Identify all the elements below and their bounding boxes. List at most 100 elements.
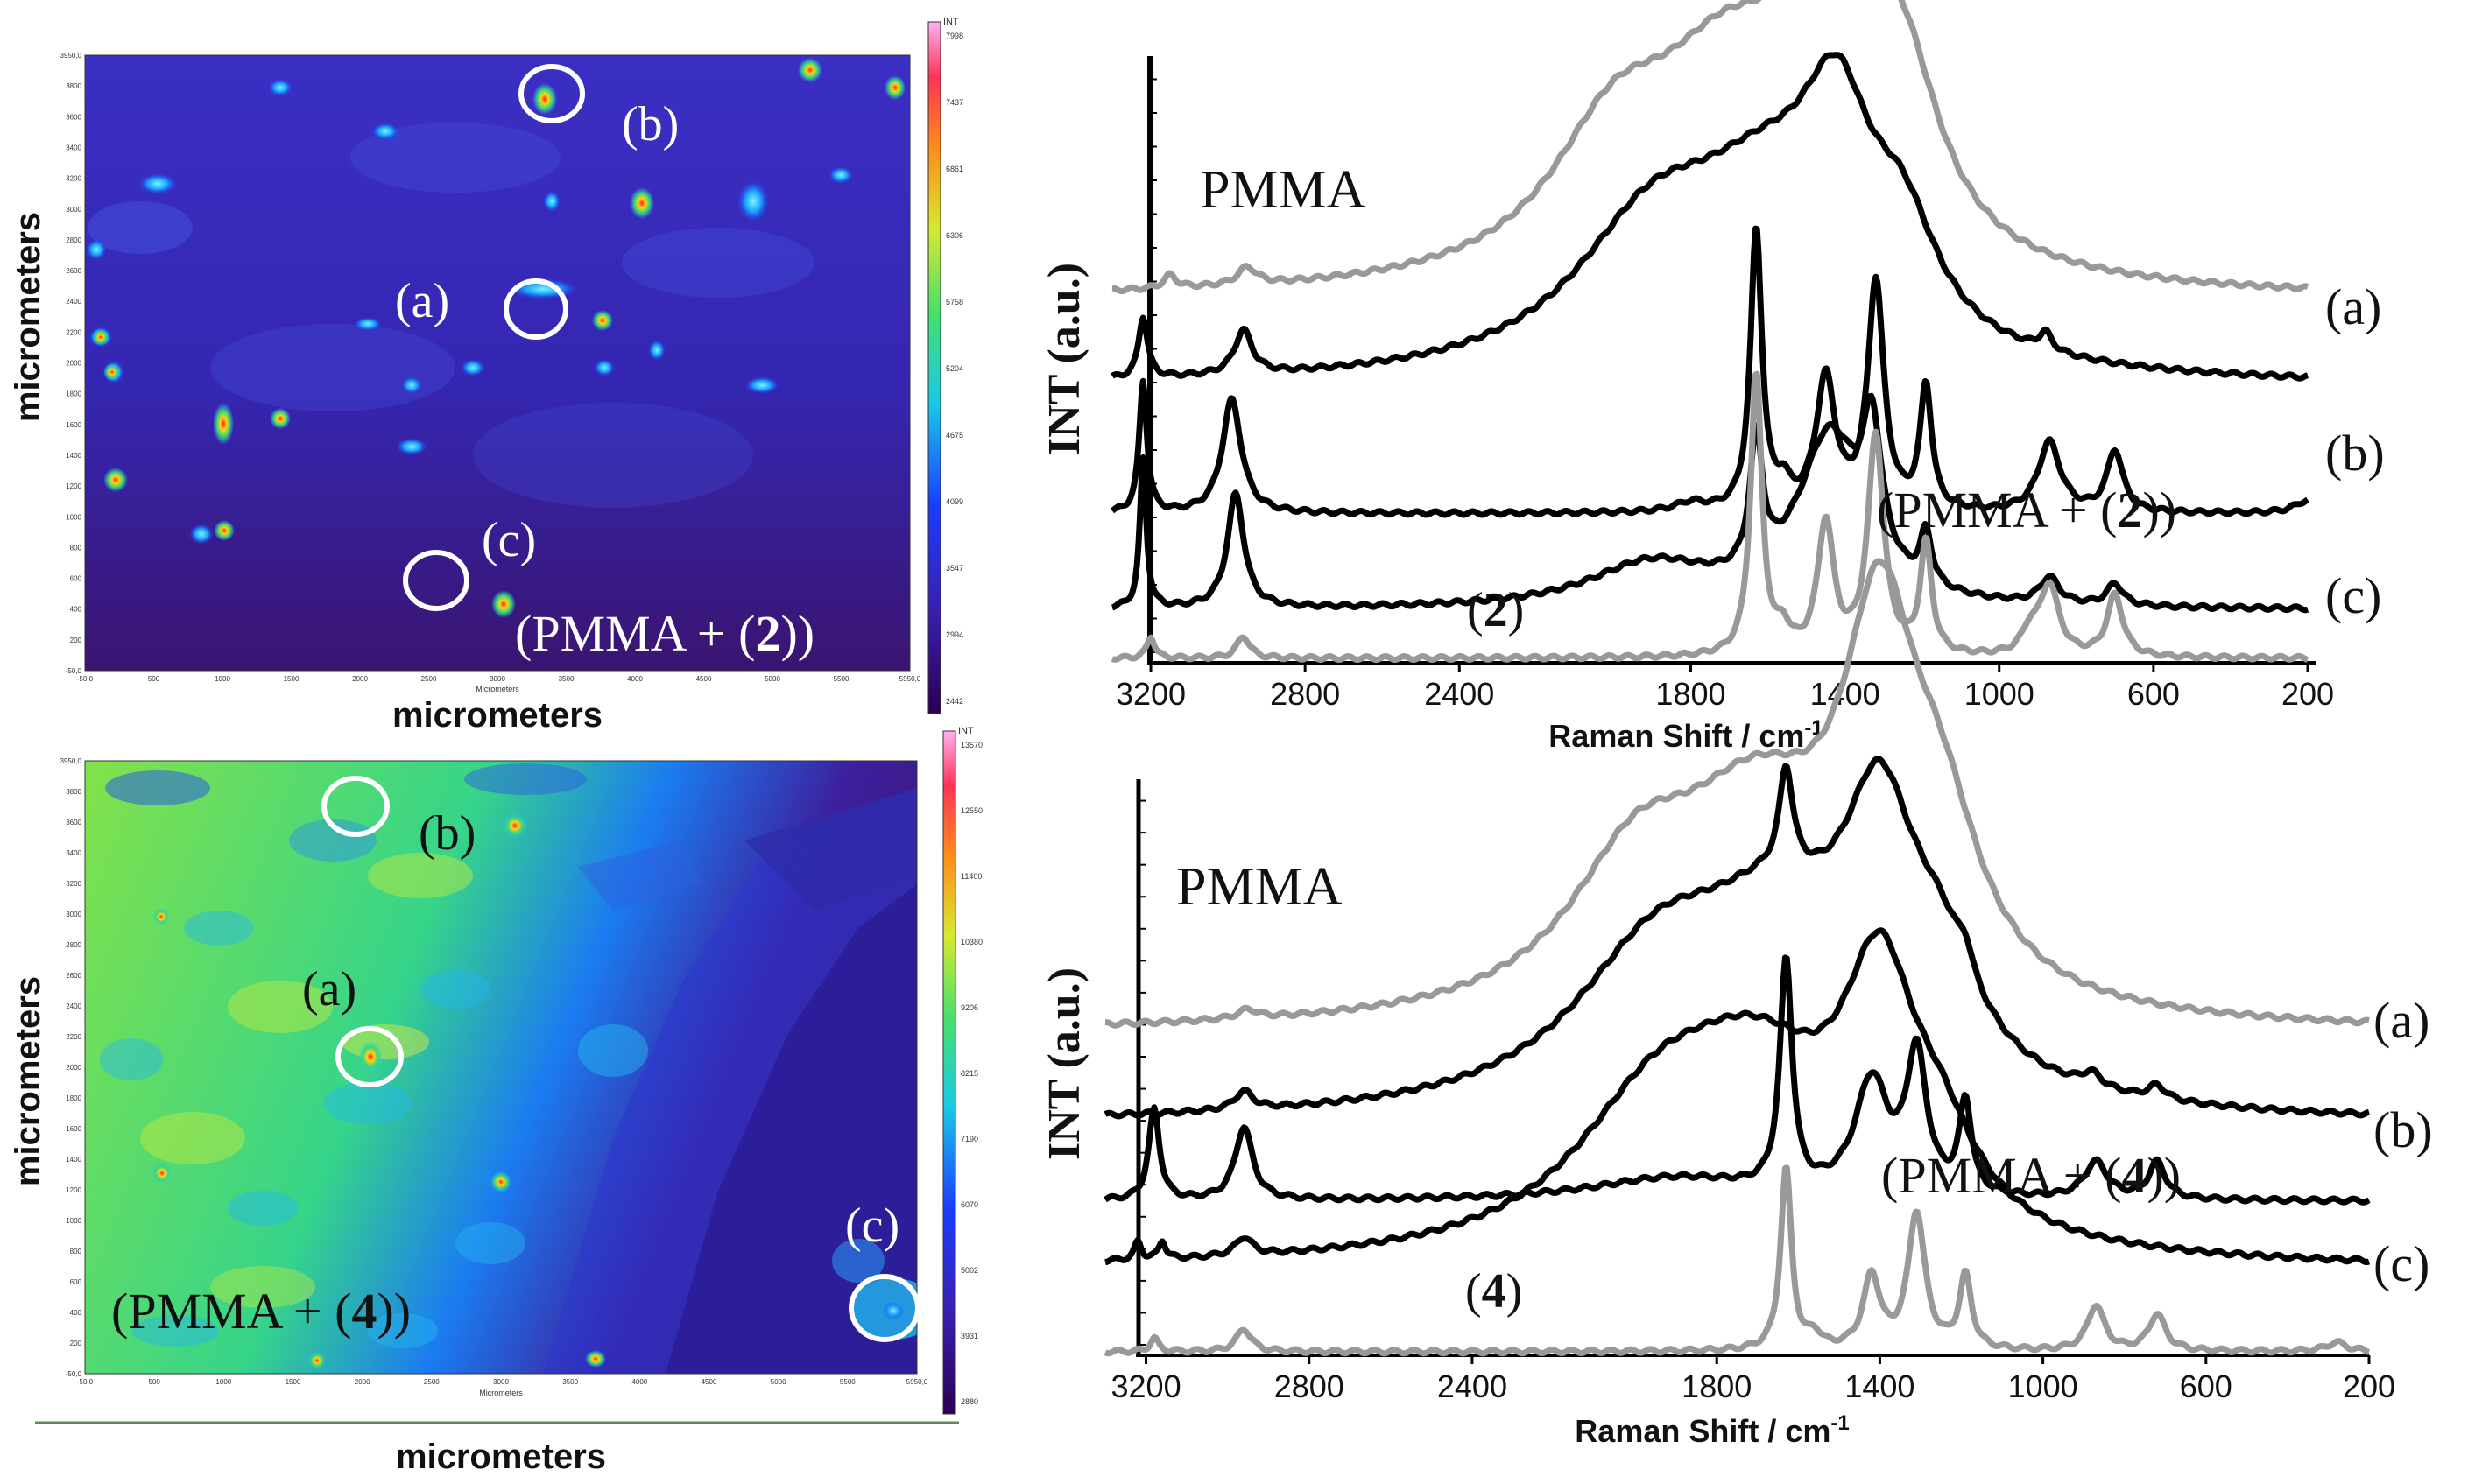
map-y-tick-label: 800 [70, 1248, 82, 1255]
map-top-ylabel: micrometers [9, 212, 47, 422]
spectra-top-series [1110, 0, 2309, 664]
colorbar-tick-label: 12550 [961, 806, 983, 815]
spectra-bottom: 3200 2800 2400 1800 1400 1000 600 200 Raman Shi… [1040, 558, 2433, 1449]
colorbar-tick-label: 7190 [961, 1135, 978, 1143]
map-top-speckle [86, 58, 906, 618]
map-top-background [85, 55, 910, 671]
map-y-tick-label: 2200 [66, 1033, 81, 1041]
map-bottom-circle-c [849, 1274, 920, 1342]
spectra-bottom-ylabel: INT (a.u.) [1040, 967, 1089, 1160]
map-y-tick-label: 3400 [66, 144, 81, 151]
colorbar-tick-label: 10380 [961, 938, 983, 946]
x-tick-label: 1400 [1844, 1368, 1914, 1404]
map-y-tick-label: 3000 [66, 911, 81, 918]
map-bottom-label-a: (a) [302, 962, 356, 1016]
spectra-bottom-label-pmma: PMMA [1176, 857, 1343, 917]
map-bottom-colorbar [942, 730, 956, 1415]
map-x-tick-label: 4000 [627, 675, 643, 683]
map-x-tick-label: 5500 [834, 675, 850, 683]
map-top-label-c: (c) [482, 513, 536, 567]
colorbar-tick-label: 5204 [946, 364, 963, 373]
map-y-tick-label: 3400 [66, 849, 81, 857]
spectra-top-sample-label: (PMMA + (2)) [1877, 482, 2176, 538]
colorbar-tick-label: 3547 [946, 564, 963, 573]
spectrum-line-4 [1111, 370, 2309, 664]
map-y-tick-label: 3950,0 [60, 757, 82, 765]
x-tick-label: 3200 [1116, 676, 1186, 712]
spectra-top-xlabel: Raman Shift / cm-1 [1548, 716, 1823, 754]
spectrum-line-3 [1111, 392, 2309, 614]
map-x-tick-label: 3000 [490, 675, 505, 683]
map-top-colorbar-title: INT [943, 17, 959, 27]
spectrum-line-2 [1110, 225, 2309, 518]
spectrum-line-3 [1104, 927, 2371, 1266]
colorbar-tick-label: 13570 [961, 741, 983, 749]
spectra-bottom-label-c: (c) [2373, 1235, 2429, 1292]
colorbar-tick-label: 3931 [961, 1332, 978, 1340]
map-x-tick-label: -50,0 [77, 675, 94, 683]
spectra-top-label-pmma: PMMA [1200, 160, 1366, 220]
map-x-tick-label: 4000 [631, 1378, 647, 1386]
colorbar-tick-label: 6861 [946, 165, 963, 173]
map-x-tick-label: -50,0 [77, 1378, 94, 1386]
colorbar-tick-label: 5002 [961, 1266, 978, 1275]
spectra-bottom-ref-label: (4) [1465, 1264, 1522, 1319]
map-y-tick-label: 600 [70, 575, 82, 583]
map-x-tick-label: 500 [148, 675, 160, 683]
map-bottom-sample-label: (PMMA + (4)) [111, 1283, 411, 1340]
colorbar-tick-label: 7437 [946, 98, 963, 107]
map-y-tick-label: 200 [70, 637, 82, 644]
colorbar-tick-label: 8215 [961, 1069, 978, 1078]
map-x-tick-label: 1000 [215, 1378, 231, 1386]
map-x-tick-label: 5950,0 [899, 675, 921, 683]
map-y-tick-label: 1400 [66, 1156, 81, 1164]
colorbar-tick-label: 2442 [946, 697, 963, 706]
map-y-tick-label: 1400 [66, 452, 81, 460]
map-y-tick-label: 1200 [66, 482, 81, 490]
map-y-tick-label: 800 [70, 544, 82, 552]
map-y-tick-label: 3800 [66, 82, 81, 90]
map-x-tick-label: 2500 [421, 675, 437, 683]
map-top-label-b: (b) [622, 97, 679, 151]
map-y-tick-label: 2800 [66, 941, 81, 949]
spectra-top-ref-label: (2) [1467, 583, 1524, 637]
map-bottom-label-c: (c) [845, 1199, 899, 1253]
map-x-tick-label: 2000 [355, 1378, 370, 1386]
map-y-tick-label: 400 [70, 1309, 82, 1317]
spectra-bottom-label-b: (b) [2373, 1101, 2433, 1158]
map-x-tick-label: 1500 [284, 675, 300, 683]
colorbar-tick-label: 11400 [961, 872, 982, 881]
x-tick-label: 200 [2281, 676, 2334, 712]
map-top-circle-c [403, 550, 469, 611]
map-bottom-x-ticks: -50,0 500 1000 1500 2000 2500 3000 3500 4000 4500… [77, 1378, 928, 1386]
map-y-tick-label: 200 [70, 1340, 82, 1347]
map-y-tick-label: 3600 [66, 819, 81, 826]
map-top-colorbar-ticks: 7998 7437 6861 6306 5758 5204 4675 4099 3547 2994… [946, 32, 963, 706]
map-top-circle-b [518, 64, 585, 123]
map-x-tick-label: 1000 [215, 675, 230, 683]
x-tick-label: 1000 [1964, 676, 2034, 712]
map-top-circle-a [504, 278, 568, 340]
colorbar-tick-label: 2880 [961, 1397, 978, 1406]
map-x-tick-label: 5000 [765, 675, 780, 683]
map-y-tick-label: 2600 [66, 267, 81, 275]
map-bottom-circle-b [321, 776, 390, 837]
colorbar-tick-label: 2994 [946, 630, 963, 639]
map-y-tick-label: -50,0 [66, 1370, 82, 1378]
spectra-bottom-sample-label: (PMMA + (4)) [1881, 1147, 2181, 1204]
colorbar-tick-label: 6306 [946, 231, 963, 240]
map-top-x-ticks: -50,0 500 1000 1500 2000 2500 3000 3500 4000 4500… [77, 675, 921, 683]
x-tick-label: 2400 [1424, 676, 1494, 712]
x-tick-label: 1800 [1682, 1368, 1752, 1404]
map-y-tick-label: 3600 [66, 113, 81, 121]
map-y-tick-label: 2400 [66, 298, 81, 306]
map-x-tick-label: 5000 [771, 1378, 786, 1386]
map-x-tick-label: 2000 [352, 675, 368, 683]
map-top: 3950,0 3800 3600 3400 3200 3000 2800 2600 2400 22… [9, 17, 963, 735]
map-x-tick-label: 3000 [493, 1378, 509, 1386]
spectra-bottom-xlabel: Raman Shift / cm-1 [1575, 1411, 1849, 1449]
spectra-top-label-c: (c) [2325, 567, 2381, 624]
map-top-sample-label: (PMMA + (2)) [515, 605, 814, 662]
map-y-tick-label: 3800 [66, 788, 81, 796]
